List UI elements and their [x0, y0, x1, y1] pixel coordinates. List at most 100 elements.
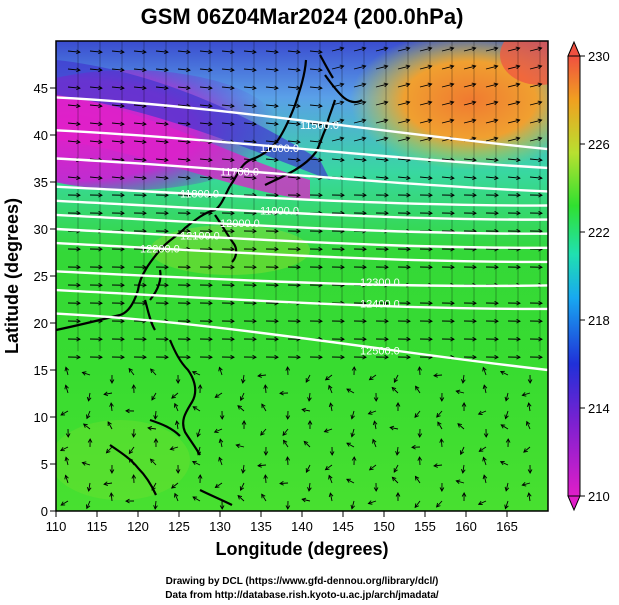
y-tick-label: 35: [34, 175, 48, 190]
wind-arrow-head: [450, 336, 455, 342]
wind-arrow-head: [296, 192, 301, 198]
wind-arrow-head: [318, 85, 323, 91]
colorbar-tick-label: 230: [588, 49, 610, 64]
x-axis-ticks: 110 115 120 125 130 135 140 145 150 155 160 165: [46, 511, 518, 534]
wind-arrow-head: [504, 396, 510, 402]
wind-arrow-head: [482, 366, 487, 372]
contour-line: [56, 270, 548, 288]
x-tick-label: 155: [414, 519, 436, 534]
wind-arrow: [391, 387, 399, 394]
wind-arrow: [353, 47, 366, 52]
wind-arrow-head: [125, 498, 130, 504]
wind-arrow-head: [98, 282, 103, 288]
wind-arrow: [397, 119, 410, 124]
wind-arrow: [60, 446, 69, 451]
wind-arrow: [65, 385, 69, 394]
wind-arrow: [414, 500, 421, 508]
wind-arrow: [264, 384, 267, 394]
wind-arrow-head: [477, 410, 483, 415]
wind-arrow-head: [169, 446, 175, 451]
wind-arrow: [65, 367, 69, 376]
wind-arrow-head: [384, 336, 389, 342]
wind-arrow-head: [305, 468, 310, 473]
wind-arrow-head: [59, 446, 65, 452]
wind-arrow-head: [274, 228, 279, 234]
wind-arrow-head: [274, 67, 279, 73]
wind-arrow: [375, 101, 388, 106]
wind-arrow-head: [449, 64, 455, 70]
wind-arrow-head: [197, 384, 203, 389]
wind-arrow: [171, 392, 179, 399]
wind-arrow-head: [274, 49, 279, 55]
wind-arrow-head: [76, 121, 81, 127]
wind-arrow-head: [174, 492, 179, 498]
wind-arrow: [392, 477, 399, 484]
wind-arrow-head: [274, 282, 279, 288]
wind-arrow-head: [436, 413, 441, 418]
wind-arrow-head: [252, 264, 257, 270]
wind-arrow-head: [362, 318, 367, 324]
contour-label: 11500.0: [300, 120, 339, 132]
wind-arrow-head: [186, 49, 191, 55]
x-tick-label: 165: [496, 519, 518, 534]
wind-arrow: [192, 461, 201, 466]
wind-arrow-head: [252, 246, 257, 252]
wind-arrow: [507, 83, 520, 88]
wind-arrow-head: [186, 67, 191, 73]
wind-arrow-head: [471, 118, 477, 124]
wind-arrow: [287, 456, 289, 466]
wind-arrow: [529, 65, 542, 70]
wind-arrow: [104, 482, 113, 485]
wind-arrow-head: [164, 121, 169, 127]
wind-arrow-head: [428, 192, 433, 198]
wind-arrow-head: [499, 460, 505, 466]
y-tick-label: 5: [41, 457, 48, 472]
wind-arrow-head: [76, 139, 81, 145]
wind-arrow: [215, 482, 223, 488]
wind-arrow-head: [103, 391, 109, 397]
wind-arrow-head: [472, 175, 477, 181]
wind-arrow-head: [472, 354, 477, 360]
wind-arrow-head: [427, 64, 433, 70]
wind-arrow-head: [105, 448, 111, 454]
wind-arrow-head: [472, 264, 477, 270]
wind-arrow: [86, 500, 91, 509]
wind-arrow-head: [296, 246, 301, 252]
wind-arrow-head: [361, 136, 367, 142]
wind-arrow-head: [417, 366, 422, 371]
wind-arrow-head: [142, 139, 147, 145]
wind-arrow: [500, 424, 509, 430]
wind-arrow-head: [120, 246, 125, 252]
wind-arrow-head: [282, 431, 287, 437]
wind-arrow-head: [455, 389, 461, 395]
wind-arrow-head: [208, 282, 213, 288]
wind-arrow-head: [214, 393, 220, 398]
wind-arrow-head: [405, 136, 411, 142]
wind-arrow: [463, 101, 476, 106]
wind-arrow-head: [339, 46, 345, 52]
wind-arrow-head: [339, 64, 345, 70]
wind-arrow: [260, 428, 267, 436]
wind-arrow: [485, 65, 498, 70]
wind-arrow: [83, 423, 91, 430]
wind-arrow-head: [515, 64, 521, 70]
wind-arrow-head: [239, 396, 245, 402]
wind-arrow: [150, 368, 157, 376]
wind-arrow: [456, 390, 465, 394]
wind-arrow-head: [192, 496, 198, 501]
wind-arrow-head: [395, 451, 400, 456]
wind-arrow-head: [186, 157, 191, 163]
wind-arrow: [397, 83, 410, 88]
wind-arrow-head: [482, 384, 488, 390]
wind-arrow-head: [208, 157, 213, 163]
wind-arrow-head: [196, 432, 201, 438]
wind-arrow-head: [537, 118, 543, 124]
wind-arrow-head: [340, 246, 345, 252]
wind-arrow-head: [415, 385, 420, 391]
wind-arrow: [236, 444, 245, 448]
wind-arrow: [170, 446, 179, 450]
wind-arrow-head: [263, 474, 268, 479]
wind-arrow-head: [472, 318, 477, 324]
wind-arrow: [483, 475, 487, 484]
wind-arrow-head: [526, 402, 532, 408]
